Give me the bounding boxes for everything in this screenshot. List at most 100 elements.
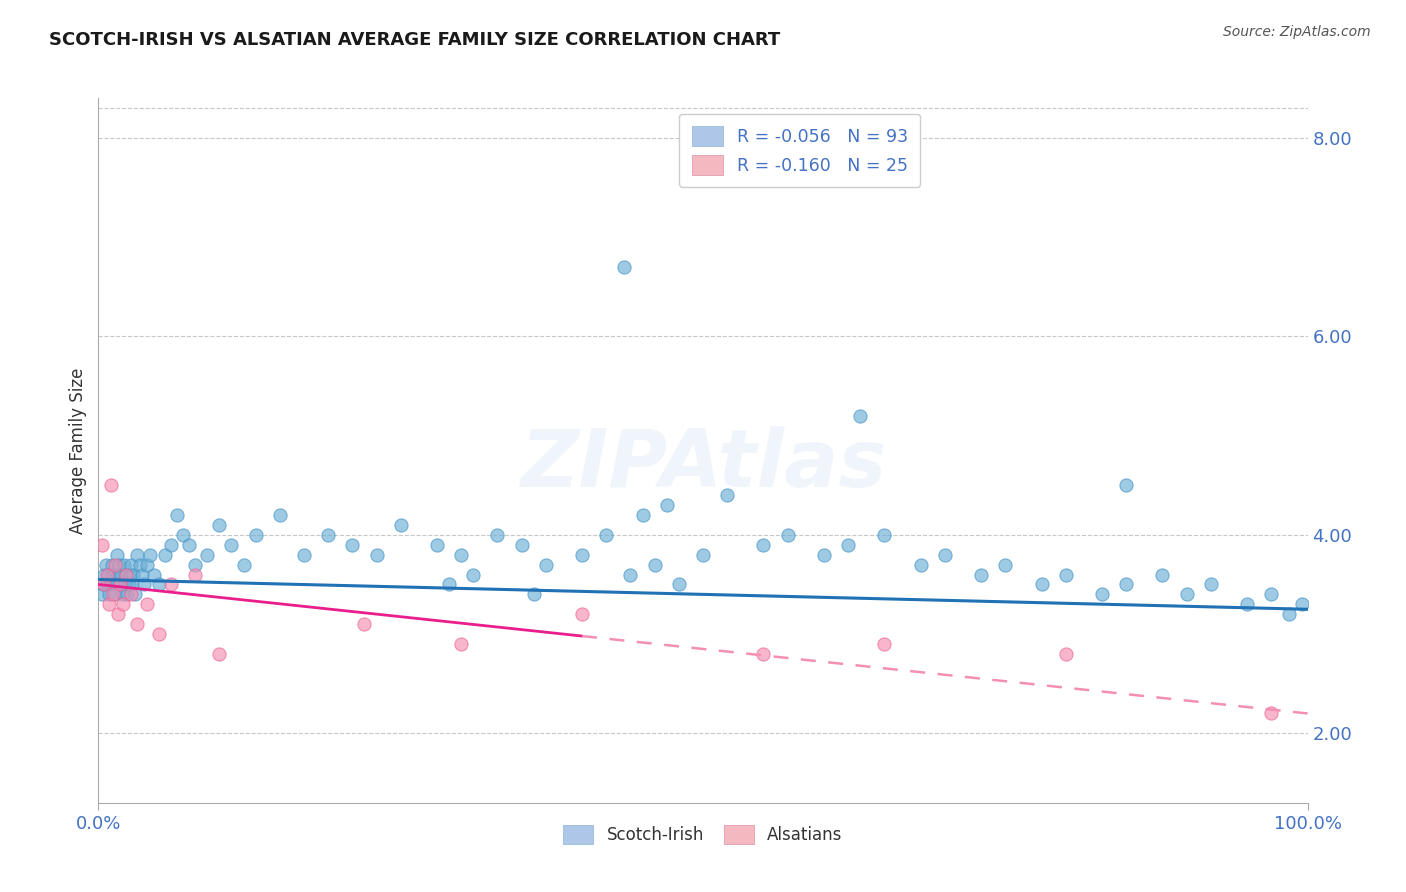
Point — [148, 627, 170, 641]
Point — [245, 528, 267, 542]
Point — [1054, 567, 1077, 582]
Point — [122, 567, 145, 582]
Point — [692, 548, 714, 562]
Point — [776, 528, 799, 542]
Point — [121, 577, 143, 591]
Point — [100, 558, 122, 572]
Point — [366, 548, 388, 562]
Point — [1115, 478, 1137, 492]
Point — [118, 577, 141, 591]
Point — [91, 577, 114, 591]
Point — [426, 538, 449, 552]
Point — [103, 577, 125, 591]
Point — [873, 637, 896, 651]
Point — [1199, 577, 1222, 591]
Point — [184, 567, 207, 582]
Point — [120, 558, 142, 572]
Point — [668, 577, 690, 591]
Point — [104, 587, 127, 601]
Point — [1115, 577, 1137, 591]
Point — [655, 498, 678, 512]
Point — [127, 617, 149, 632]
Point — [571, 607, 593, 622]
Point — [184, 558, 207, 572]
Point — [619, 567, 641, 582]
Point — [93, 567, 115, 582]
Point — [910, 558, 932, 572]
Point — [124, 587, 146, 601]
Point — [1236, 597, 1258, 611]
Point — [934, 548, 956, 562]
Text: ZIPAtlas: ZIPAtlas — [520, 425, 886, 504]
Text: SCOTCH-IRISH VS ALSATIAN AVERAGE FAMILY SIZE CORRELATION CHART: SCOTCH-IRISH VS ALSATIAN AVERAGE FAMILY … — [49, 31, 780, 49]
Point — [96, 567, 118, 582]
Point — [101, 587, 124, 601]
Point — [1260, 706, 1282, 721]
Point — [1152, 567, 1174, 582]
Point — [269, 508, 291, 522]
Point — [389, 517, 412, 532]
Y-axis label: Average Family Size: Average Family Size — [69, 368, 87, 533]
Point — [160, 538, 183, 552]
Point — [752, 538, 775, 552]
Point — [91, 538, 114, 552]
Point — [571, 548, 593, 562]
Point — [534, 558, 557, 572]
Point — [98, 597, 121, 611]
Point — [135, 597, 157, 611]
Point — [135, 558, 157, 572]
Point — [813, 548, 835, 562]
Point — [752, 647, 775, 661]
Point — [93, 577, 115, 591]
Point — [486, 528, 509, 542]
Point — [139, 548, 162, 562]
Point — [111, 587, 134, 601]
Point — [101, 567, 124, 582]
Point — [292, 548, 315, 562]
Point — [1091, 587, 1114, 601]
Point — [172, 528, 194, 542]
Point — [108, 577, 131, 591]
Point — [1054, 647, 1077, 661]
Legend: Scotch-Irish, Alsatians: Scotch-Irish, Alsatians — [554, 815, 852, 855]
Point — [1278, 607, 1301, 622]
Point — [849, 409, 872, 423]
Point — [179, 538, 201, 552]
Point — [510, 538, 533, 552]
Point — [91, 587, 114, 601]
Point — [110, 567, 132, 582]
Point — [342, 538, 364, 552]
Point — [108, 577, 131, 591]
Point — [595, 528, 617, 542]
Point — [148, 577, 170, 591]
Point — [131, 567, 153, 582]
Point — [994, 558, 1017, 572]
Point — [1031, 577, 1053, 591]
Point — [114, 577, 136, 591]
Point — [107, 567, 129, 582]
Point — [463, 567, 485, 582]
Point — [631, 508, 654, 522]
Point — [115, 567, 138, 582]
Point — [153, 548, 176, 562]
Point — [837, 538, 859, 552]
Point — [100, 577, 122, 591]
Point — [117, 587, 139, 601]
Point — [970, 567, 993, 582]
Point — [195, 548, 218, 562]
Point — [232, 558, 254, 572]
Point — [166, 508, 188, 522]
Point — [316, 528, 339, 542]
Point — [115, 567, 138, 582]
Point — [127, 548, 149, 562]
Point — [1175, 587, 1198, 601]
Point — [1291, 597, 1313, 611]
Point — [120, 587, 142, 601]
Point — [111, 597, 134, 611]
Point — [353, 617, 375, 632]
Point — [160, 577, 183, 591]
Point — [104, 558, 127, 572]
Point — [105, 548, 128, 562]
Point — [118, 567, 141, 582]
Text: Source: ZipAtlas.com: Source: ZipAtlas.com — [1223, 25, 1371, 39]
